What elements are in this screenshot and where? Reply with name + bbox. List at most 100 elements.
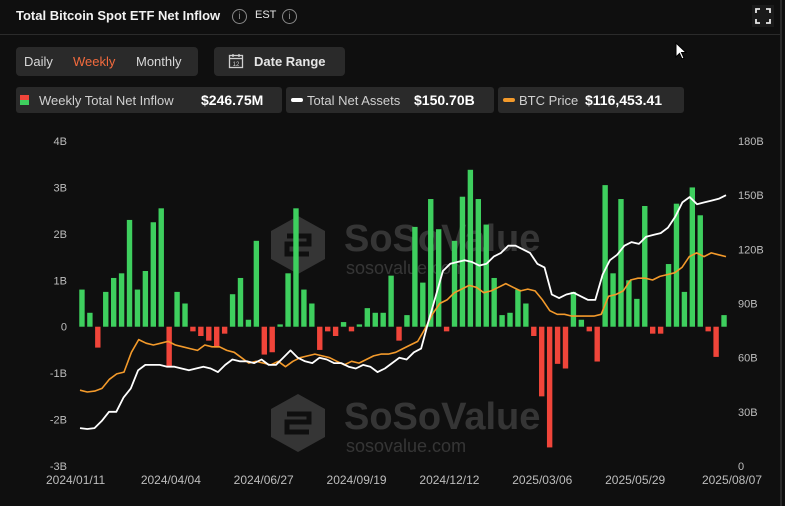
- inflow-swatch-icon: [20, 95, 29, 105]
- inflow-bar: [325, 326, 331, 332]
- inflow-bar: [332, 326, 339, 336]
- inflow-bar: [586, 326, 592, 332]
- watermark-brand-2: SoSoValue: [344, 396, 541, 438]
- svg-text:12: 12: [233, 62, 240, 68]
- left-axis-tick-label: -2B: [50, 415, 67, 427]
- right-axis-tick-label: 180B: [738, 136, 764, 148]
- inflow-bar: [158, 208, 164, 327]
- inflow-bar: [475, 199, 481, 327]
- chart-header: Total Bitcoin Spot ETF Net Inflow i EST …: [0, 0, 780, 35]
- inflow-bar: [602, 185, 608, 327]
- inflow-bar: [713, 326, 719, 357]
- legend-inflow-value: $246.75M: [201, 92, 264, 108]
- inflow-bar: [459, 196, 466, 327]
- inflow-bar: [229, 294, 236, 327]
- legend-btc-value: $116,453.41: [585, 92, 663, 108]
- inflow-bar: [443, 326, 450, 332]
- inflow-bar: [269, 326, 275, 353]
- inflow-bar: [665, 264, 672, 327]
- x-axis-tick-label: 2024/04/04: [141, 473, 201, 487]
- inflow-bar: [539, 326, 545, 397]
- right-axis-tick-label: 120B: [738, 244, 764, 256]
- interval-toggle: Daily Weekly Monthly: [16, 47, 198, 76]
- legend-assets[interactable]: Total Net Assets $150.70B: [286, 87, 494, 113]
- x-axis-tick-label: 2025/08/07: [702, 473, 762, 487]
- inflow-bar: [356, 324, 363, 327]
- total-net-assets-line: [79, 194, 727, 430]
- inflow-bar: [546, 326, 553, 448]
- assets-swatch-icon: [291, 98, 303, 102]
- x-axis-tick-label: 2024/06/27: [234, 473, 294, 487]
- legend-inflow[interactable]: Weekly Total Net Inflow $246.75M: [16, 87, 282, 113]
- fullscreen-button[interactable]: [752, 5, 774, 27]
- inflow-bar: [491, 277, 497, 327]
- inflow-bar: [610, 273, 616, 327]
- inflow-bar: [364, 308, 371, 327]
- x-axis-tick-label: 2024/12/12: [419, 473, 479, 487]
- inflow-bar: [531, 326, 537, 336]
- inflow-bar: [118, 273, 125, 327]
- right-axis-tick-label: 30B: [738, 407, 758, 419]
- inflow-bar: [451, 240, 458, 327]
- inflow-bar: [721, 315, 727, 327]
- calendar-icon: 12: [228, 54, 244, 69]
- inflow-bar: [309, 303, 315, 327]
- mouse-cursor-icon: [675, 42, 687, 60]
- right-axis-tick-label: 0: [738, 461, 744, 473]
- inflow-bar: [237, 277, 244, 327]
- x-axis-tick-label: 2025/05/29: [605, 473, 665, 487]
- inflow-bar: [499, 315, 505, 327]
- inflow-bar: [689, 187, 696, 327]
- inflow-bar: [372, 312, 378, 327]
- inflow-bar: [618, 199, 624, 327]
- inflow-bar: [95, 326, 101, 348]
- inflow-bar: [293, 208, 299, 327]
- inflow-bar: [626, 280, 632, 327]
- watermark-site-2: sosovalue.com: [346, 436, 467, 456]
- inflow-bar: [126, 219, 133, 327]
- inflow-bar: [428, 199, 434, 327]
- tab-monthly[interactable]: Monthly: [136, 54, 182, 69]
- inflow-bar: [570, 291, 577, 327]
- inflow-bar: [87, 312, 93, 327]
- inflow-bar: [554, 326, 561, 364]
- legend-btc[interactable]: BTC Price $116,453.41: [498, 87, 684, 113]
- inflow-bar: [681, 291, 688, 327]
- left-axis-tick-label: 3B: [54, 182, 67, 194]
- info-icon[interactable]: i: [232, 9, 247, 24]
- inflow-bar: [285, 273, 291, 327]
- watermark-logo-icon-2: [271, 394, 325, 452]
- date-range-label: Date Range: [254, 54, 326, 69]
- date-range-button[interactable]: 12 Date Range: [214, 47, 345, 76]
- inflow-bar: [578, 319, 585, 327]
- inflow-bar: [190, 326, 196, 332]
- inflow-bar: [103, 291, 109, 327]
- x-axis-tick-label: 2024/01/11: [46, 473, 105, 487]
- tab-daily[interactable]: Daily: [24, 54, 53, 69]
- inflow-bar: [396, 326, 402, 341]
- timezone-label: EST: [255, 9, 277, 21]
- page-title: Total Bitcoin Spot ETF Net Inflow: [16, 8, 221, 23]
- timezone-info-icon[interactable]: i: [282, 9, 297, 24]
- inflow-bar: [182, 303, 188, 327]
- tab-weekly[interactable]: Weekly: [73, 54, 116, 69]
- btc-swatch-icon: [503, 98, 515, 102]
- inflow-bar: [348, 326, 355, 332]
- fullscreen-icon: [755, 8, 771, 24]
- inflow-bar: [79, 289, 85, 327]
- inflow-bar: [515, 289, 521, 327]
- inflow-bar: [388, 275, 394, 327]
- left-axis-tick-label: 1B: [54, 275, 67, 287]
- inflow-bar: [380, 312, 386, 327]
- inflow-bar: [317, 326, 323, 350]
- left-axis-tick-label: -1B: [50, 368, 67, 380]
- inflow-bar: [523, 303, 529, 327]
- legend-assets-name: Total Net Assets: [307, 93, 401, 108]
- inflow-bar: [673, 203, 680, 327]
- inflow-bar: [634, 298, 640, 327]
- x-axis-tick-label: 2025/03/06: [512, 473, 572, 487]
- inflow-bar: [340, 322, 347, 327]
- legend-assets-value: $150.70B: [414, 92, 475, 108]
